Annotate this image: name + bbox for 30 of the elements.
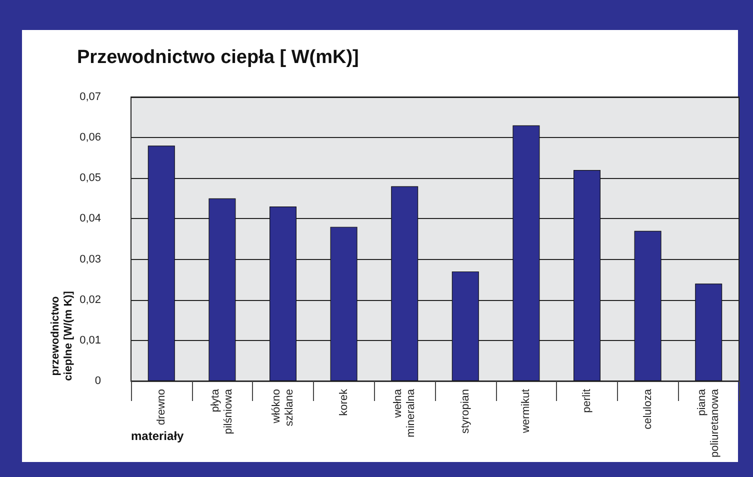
chart-title: Przewodnictwo ciepła [ W(mK)] xyxy=(77,47,359,68)
y-tick-label: 0,01 xyxy=(80,334,101,346)
y-tick-label: 0,03 xyxy=(80,253,101,266)
x-tick-label: wermikut xyxy=(520,389,532,434)
x-tick-label: korek xyxy=(338,388,350,416)
x-tick-label: perlit xyxy=(581,389,593,413)
y-tick-label: 0,07 xyxy=(80,91,101,103)
bar xyxy=(391,186,418,381)
x-tick-label: drewno xyxy=(155,389,168,426)
bar xyxy=(634,230,662,381)
y-axis-title: przewodnictwo cieplne [W/(m K)] xyxy=(50,290,74,381)
y-tick-label: 0,04 xyxy=(80,212,101,225)
bar xyxy=(148,146,175,381)
bar xyxy=(270,206,296,381)
bar xyxy=(208,198,236,381)
x-tick-label: wełna mineralna xyxy=(392,388,418,438)
y-tick-label: 0,02 xyxy=(80,294,101,306)
bar xyxy=(452,271,479,381)
x-tick-label: płyta pilśniowa xyxy=(210,388,235,434)
x-axis-title: materiały xyxy=(131,429,184,443)
bar xyxy=(574,170,600,381)
y-tick-label: 0 xyxy=(94,375,101,387)
y-tick-label: 0,06 xyxy=(80,132,101,144)
x-tick-label: styropian xyxy=(459,389,472,434)
x-tick-label: celuloza xyxy=(642,388,654,430)
bar xyxy=(512,125,540,381)
bar xyxy=(695,284,722,381)
y-tick-label: 0,05 xyxy=(80,172,101,184)
bar xyxy=(330,226,358,381)
x-tick-label: włókno szklane xyxy=(270,389,296,426)
